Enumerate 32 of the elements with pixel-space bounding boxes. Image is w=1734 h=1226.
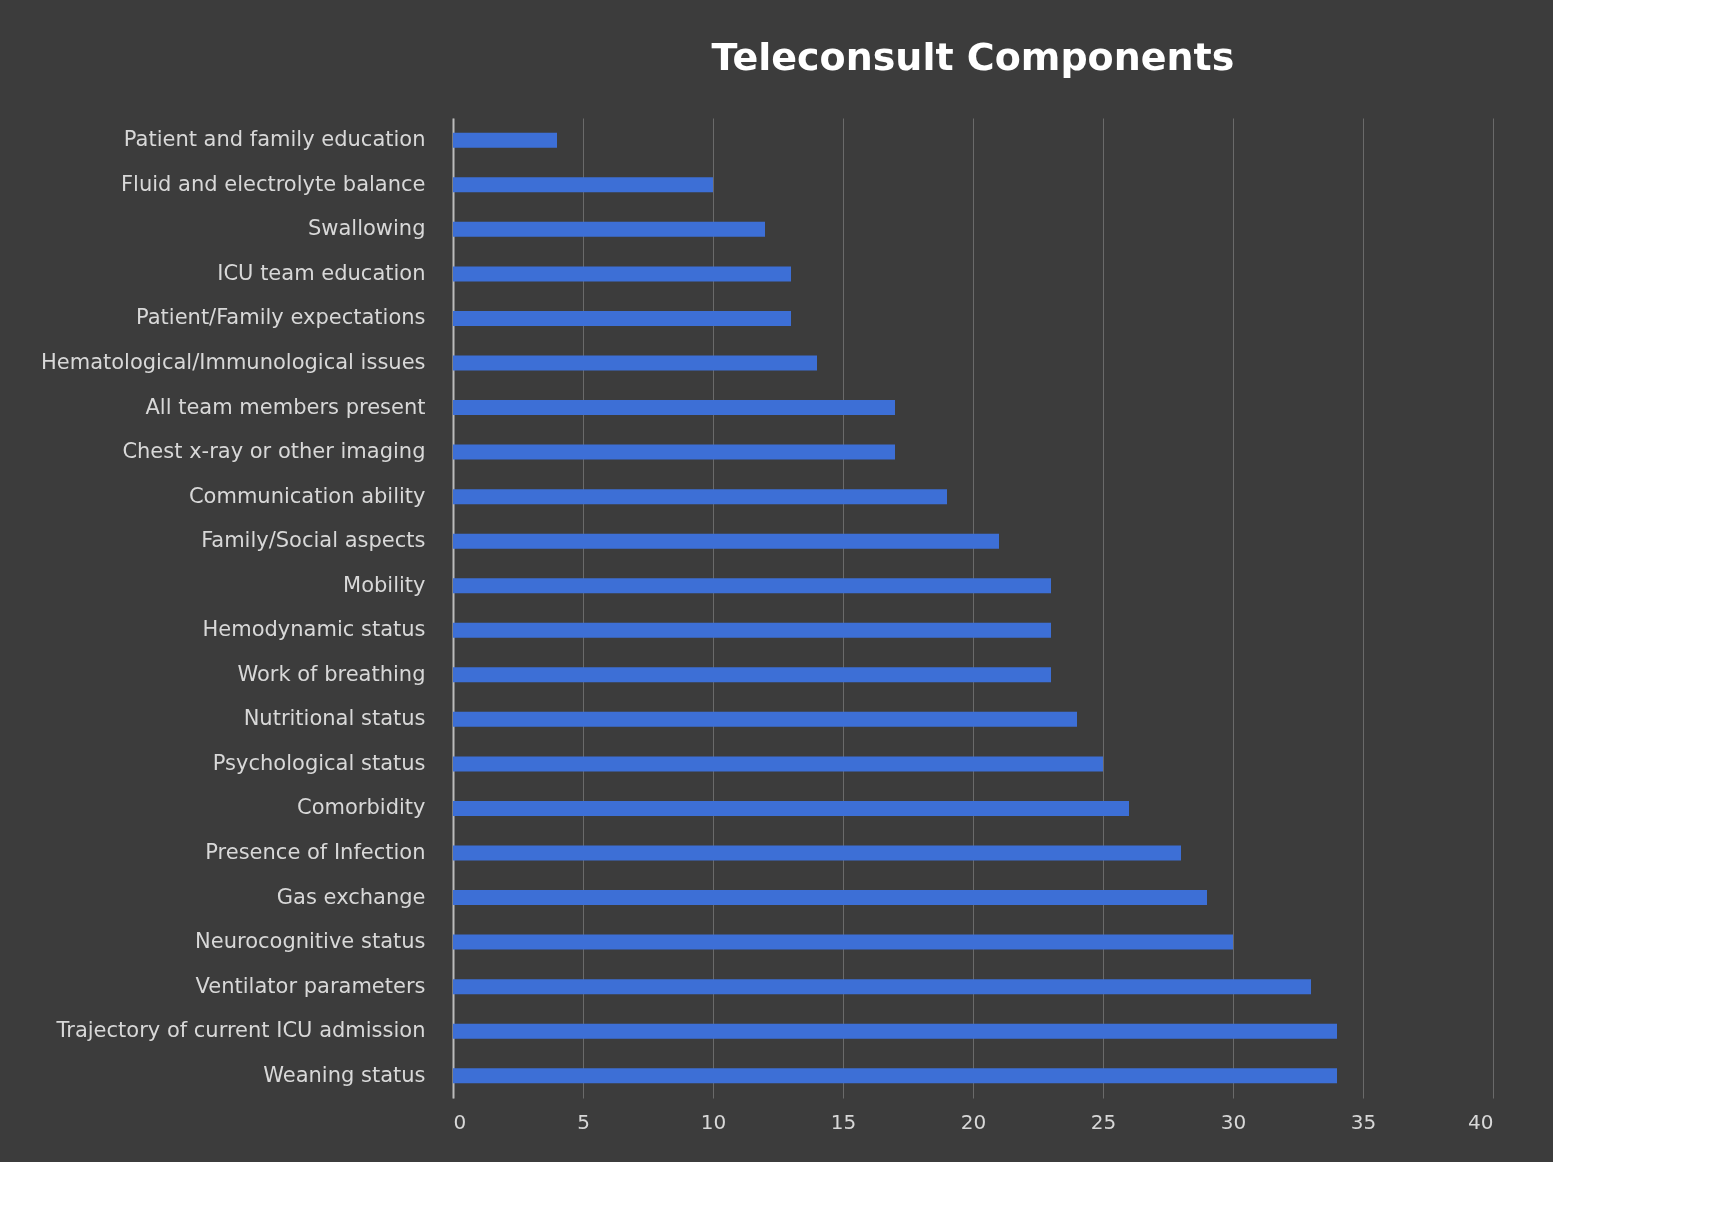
x-tick-label: 5	[577, 1109, 590, 1134]
y-tick-label: Ventilator parameters	[195, 973, 426, 998]
y-tick-label: Patient and family education	[123, 127, 426, 152]
y-tick-label: Psychological status	[212, 750, 426, 775]
y-tick-label: Swallowing	[307, 216, 426, 241]
y-tick-label: Communication ability	[188, 483, 426, 508]
y-tick-label: Trajectory of current ICU admission	[55, 1018, 426, 1043]
x-tick-label: 30	[1220, 1109, 1247, 1134]
y-tick-label: Chest x-ray or other imaging	[122, 439, 426, 464]
y-tick-label: Mobility	[343, 572, 426, 597]
y-tick-label: Patient/Family expectations	[136, 305, 426, 330]
y-tick-label: Comorbidity	[297, 795, 426, 820]
y-tick-label: Work of breathing	[237, 661, 426, 686]
x-tick-label: 25	[1090, 1109, 1117, 1134]
y-tick-label: Weaning status	[263, 1062, 426, 1087]
y-tick-label: Hematological/Immunological issues	[40, 350, 426, 374]
x-tick-label: 20	[960, 1109, 987, 1134]
x-tick-label: 35	[1350, 1109, 1377, 1134]
y-tick-label: Fluid and electrolyte balance	[121, 171, 426, 196]
y-tick-label: ICU team education	[217, 260, 426, 285]
x-tick-label: 40	[1468, 1109, 1494, 1134]
x-tick-label: 15	[830, 1109, 857, 1134]
y-tick-label: Nutritional status	[243, 706, 426, 731]
x-tick-label: 10	[700, 1109, 727, 1134]
y-tick-label: Hemodynamic status	[202, 617, 426, 642]
x-tick-label: 0	[453, 1109, 467, 1134]
y-tick-label: Presence of Infection	[205, 840, 426, 864]
y-tick-label: All team members present	[145, 394, 426, 419]
y-tick-label: Neurocognitive status	[195, 929, 426, 954]
y-tick-label: Gas exchange	[276, 884, 426, 909]
chart-title: Teleconsult Components	[711, 35, 1235, 79]
y-tick-label: Family/Social aspects	[201, 528, 426, 553]
